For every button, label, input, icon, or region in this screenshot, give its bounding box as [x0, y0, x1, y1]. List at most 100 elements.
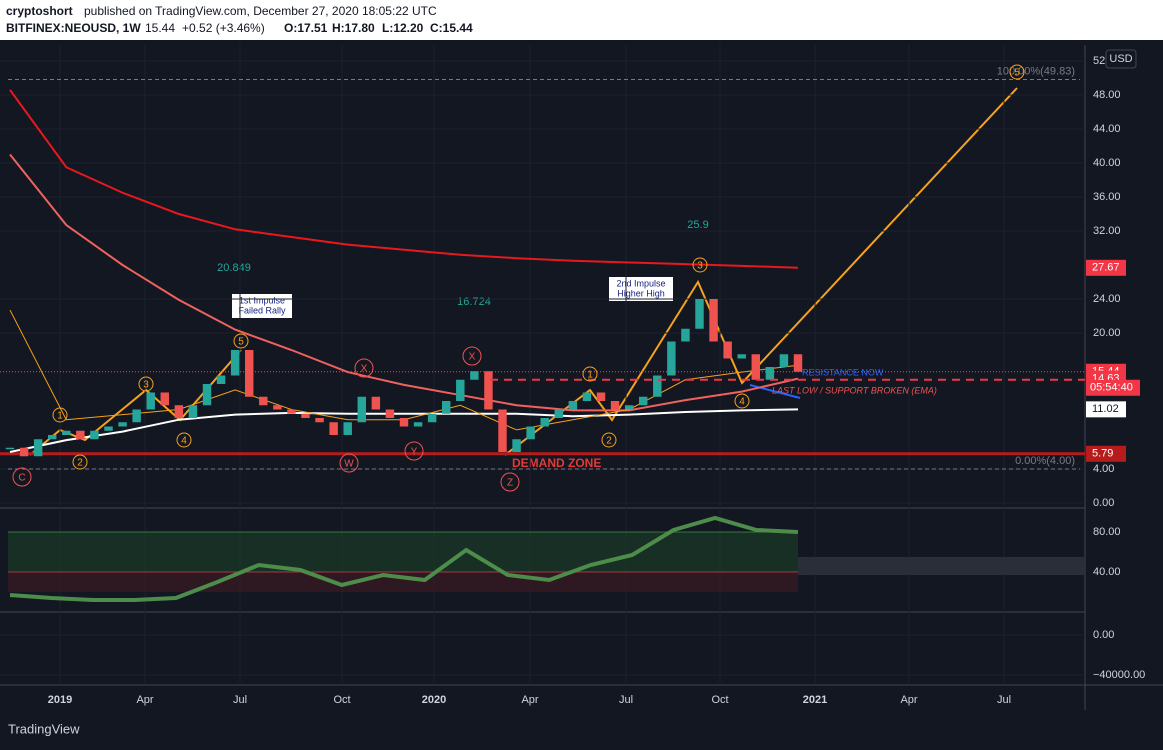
last: 15.44: [145, 21, 175, 35]
y-tick-label: 52: [1093, 55, 1105, 67]
candle: [653, 375, 662, 397]
fib-label: 0.00%(4.00): [1015, 455, 1075, 467]
rsi-band: [8, 532, 798, 572]
osc-tick-label: 0.00: [1093, 629, 1114, 641]
note: 20.849: [217, 262, 251, 274]
x-tick-label: Apr: [521, 694, 538, 706]
low: L:12.20: [382, 21, 424, 35]
note: 16.724: [457, 296, 491, 308]
note: RESISTANCE NOW: [802, 367, 884, 377]
x-tick-label: Oct: [711, 694, 728, 706]
header-bg: [0, 0, 1163, 40]
y-tick-label: 20.00: [1093, 327, 1121, 339]
candle: [174, 405, 184, 418]
open: O:17.51: [284, 21, 328, 35]
moving-average: [9, 408, 799, 453]
wave-circle: [462, 346, 482, 366]
candle: [244, 350, 254, 397]
wave-circle: [354, 358, 374, 378]
candle: [709, 299, 718, 342]
x-tick-label: 2020: [422, 694, 446, 706]
moving-average: [9, 89, 799, 269]
candle: [470, 371, 479, 380]
rsi-tick-label: 80.00: [1093, 526, 1121, 538]
candle: [273, 405, 282, 410]
rsi-band: [798, 557, 1085, 575]
note: 2nd Impulse: [616, 278, 665, 288]
candle: [737, 354, 746, 359]
candle: [90, 430, 99, 440]
wave-label: 2: [606, 436, 612, 447]
wave-circle: [1009, 64, 1025, 80]
close: C:15.44: [430, 21, 473, 35]
countdown: 05:54:40: [1090, 382, 1133, 394]
y-tick-label: 24.00: [1093, 293, 1121, 305]
candle: [540, 418, 549, 427]
wave-line: [504, 87, 1018, 456]
x-tick-label: 2019: [48, 694, 72, 706]
candle: [427, 413, 437, 423]
high: H:17.80: [332, 21, 375, 35]
wave-circle: [404, 441, 424, 461]
x-tick-label: 2021: [803, 694, 827, 706]
candle: [681, 328, 690, 342]
wave-label: 5: [238, 337, 244, 348]
candle: [357, 396, 367, 423]
wave-label: 3: [143, 380, 149, 391]
candle: [498, 409, 507, 452]
candle: [371, 396, 381, 410]
note: LAST LOW / SUPPORT BROKEN (EMA): [772, 385, 937, 395]
candle: [216, 375, 226, 384]
candle: [456, 379, 465, 401]
candle: [202, 384, 212, 406]
candle: [118, 422, 127, 427]
published: published on TradingView.com, December 2…: [84, 4, 437, 18]
wave-label: Z: [507, 478, 513, 489]
wave-circle: [12, 467, 32, 487]
wave-label: X: [361, 364, 368, 375]
candle: [441, 401, 451, 414]
candle: [5, 447, 15, 450]
candle: [610, 401, 620, 410]
candle: [230, 350, 240, 376]
x-tick-label: Jul: [997, 694, 1011, 706]
wave-circle: [339, 453, 359, 473]
y-tick-label: 48.00: [1093, 89, 1121, 101]
candle: [19, 447, 29, 457]
wave-label: 3: [697, 261, 703, 272]
wave-label: Y: [411, 447, 418, 458]
candle: [315, 418, 324, 423]
candle: [568, 401, 578, 410]
candle: [512, 439, 521, 452]
candle: [287, 409, 296, 414]
candle: [399, 418, 409, 427]
candle: [638, 396, 648, 406]
wave-label: 4: [181, 436, 187, 447]
wave-label: 1: [57, 411, 63, 422]
note: Higher High: [617, 288, 665, 298]
y-tick-label: 36.00: [1093, 191, 1121, 203]
wave-circle: [72, 454, 88, 470]
y-tick-label: 0.00: [1093, 497, 1114, 509]
note: 1st Impulse: [239, 295, 285, 305]
x-tick-label: Apr: [900, 694, 917, 706]
candle: [596, 392, 606, 401]
y-tick-label: 4.00: [1093, 463, 1114, 475]
candle: [751, 354, 761, 380]
rsi-band: [8, 572, 798, 592]
currency: USD: [1109, 53, 1132, 65]
candle: [723, 341, 732, 359]
y-tick-label: 32.00: [1093, 225, 1121, 237]
candle: [301, 413, 310, 418]
wave-circle: [233, 333, 249, 349]
wave-label: 2: [77, 458, 83, 469]
rsi-tick-label: 40.00: [1093, 566, 1121, 578]
y-tick-label: 40.00: [1093, 157, 1121, 169]
candle: [484, 371, 493, 410]
candle: [695, 299, 704, 329]
change: +0.52 (+3.46%): [182, 21, 265, 35]
candle: [765, 367, 775, 380]
note: 25.9: [687, 219, 708, 231]
publisher: cryptoshort: [6, 4, 73, 18]
candle: [413, 422, 423, 427]
